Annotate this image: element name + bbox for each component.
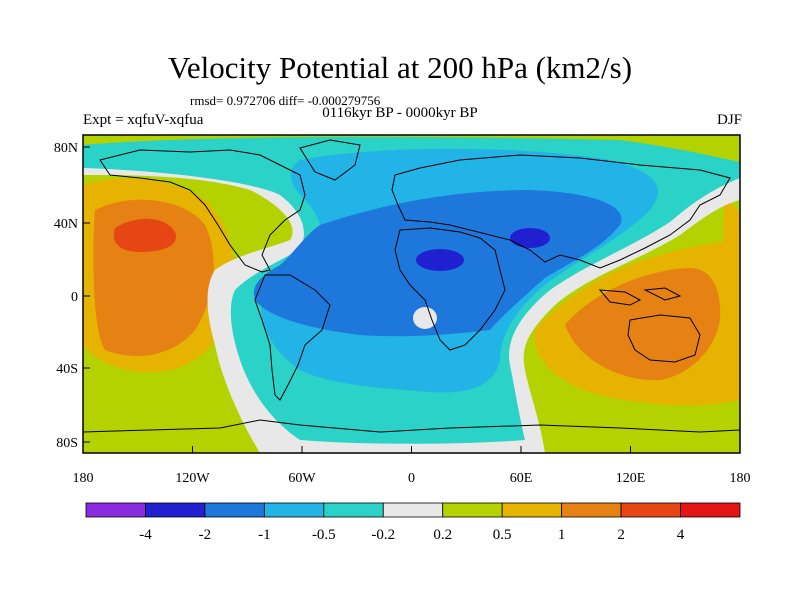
colorbar-swatch xyxy=(561,502,622,518)
colorbar-label: -4 xyxy=(139,527,152,543)
map-title: Velocity Potential at 200 hPa (km2/s) xyxy=(167,50,633,85)
contour-field xyxy=(83,135,740,453)
colorbar-swatch xyxy=(680,502,741,518)
experiment-label: Expt = xqfuV-xqfua xyxy=(83,112,204,128)
contour-band-neg4-neg2-arabia xyxy=(510,228,550,248)
colorbar-swatch xyxy=(382,502,444,518)
season-label: DJF xyxy=(716,112,742,128)
contour-band-neg4-neg2-africa xyxy=(416,249,464,271)
colorbar-swatch xyxy=(323,502,384,518)
rmsd-diff-stats: rmsd= 0.972706 diff= -0.000279756 xyxy=(190,93,381,108)
colorbar-label: 2 xyxy=(617,527,625,543)
lon-tick-label: 120E xyxy=(616,471,646,486)
lon-tick-label: 0 xyxy=(408,471,415,486)
contour-band-1-2-indopacific xyxy=(565,268,721,381)
latitude-axis: 80N 40N 0 40S 80S xyxy=(54,141,90,451)
coastline-icon xyxy=(83,139,740,433)
colorbar-swatch xyxy=(145,502,206,518)
lon-tick-label: 60W xyxy=(288,471,316,486)
colorbar-label: 0.2 xyxy=(433,527,452,543)
lon-tick-label: 60E xyxy=(510,471,533,486)
colorbar-label: -1 xyxy=(258,527,271,543)
lat-tick-label: 40S xyxy=(56,362,78,377)
colorbar-swatch xyxy=(501,502,563,518)
colorbar-label: 4 xyxy=(677,527,685,543)
lat-tick-label: 80S xyxy=(56,436,78,451)
lat-tick-label: 0 xyxy=(71,290,78,305)
longitude-axis: 180 120W 60W 0 60E 120E 180 xyxy=(73,446,751,486)
lat-tick-label: 40N xyxy=(54,217,78,232)
contour-band-0.5-1-wrap xyxy=(723,200,740,300)
colorbar-label: -2 xyxy=(199,527,212,543)
colorbar-label: -0.5 xyxy=(312,527,336,543)
colorbar-label: 0.5 xyxy=(493,527,512,543)
colorbar: -4 -2 -1 -0.5 -0.2 0.2 0.5 1 2 4 xyxy=(85,502,741,543)
lat-tick-label: 80N xyxy=(54,141,78,156)
colorbar-swatch xyxy=(263,502,325,518)
colorbar-label: -0.2 xyxy=(371,527,395,543)
period-label: 0116kyr BP - 0000kyr BP xyxy=(322,105,478,121)
colorbar-swatch xyxy=(620,502,681,518)
lon-tick-label: 180 xyxy=(730,471,751,486)
colorbar-label: 1 xyxy=(558,527,566,543)
lon-tick-label: 120W xyxy=(175,471,210,486)
colorbar-swatch xyxy=(442,502,503,518)
colorbar-swatch xyxy=(204,502,265,518)
contour-band-2-4-pacific xyxy=(113,218,176,252)
colorbar-swatch xyxy=(85,502,146,518)
contour-hole-atlantic xyxy=(413,307,437,329)
lon-tick-label: 180 xyxy=(73,471,94,486)
